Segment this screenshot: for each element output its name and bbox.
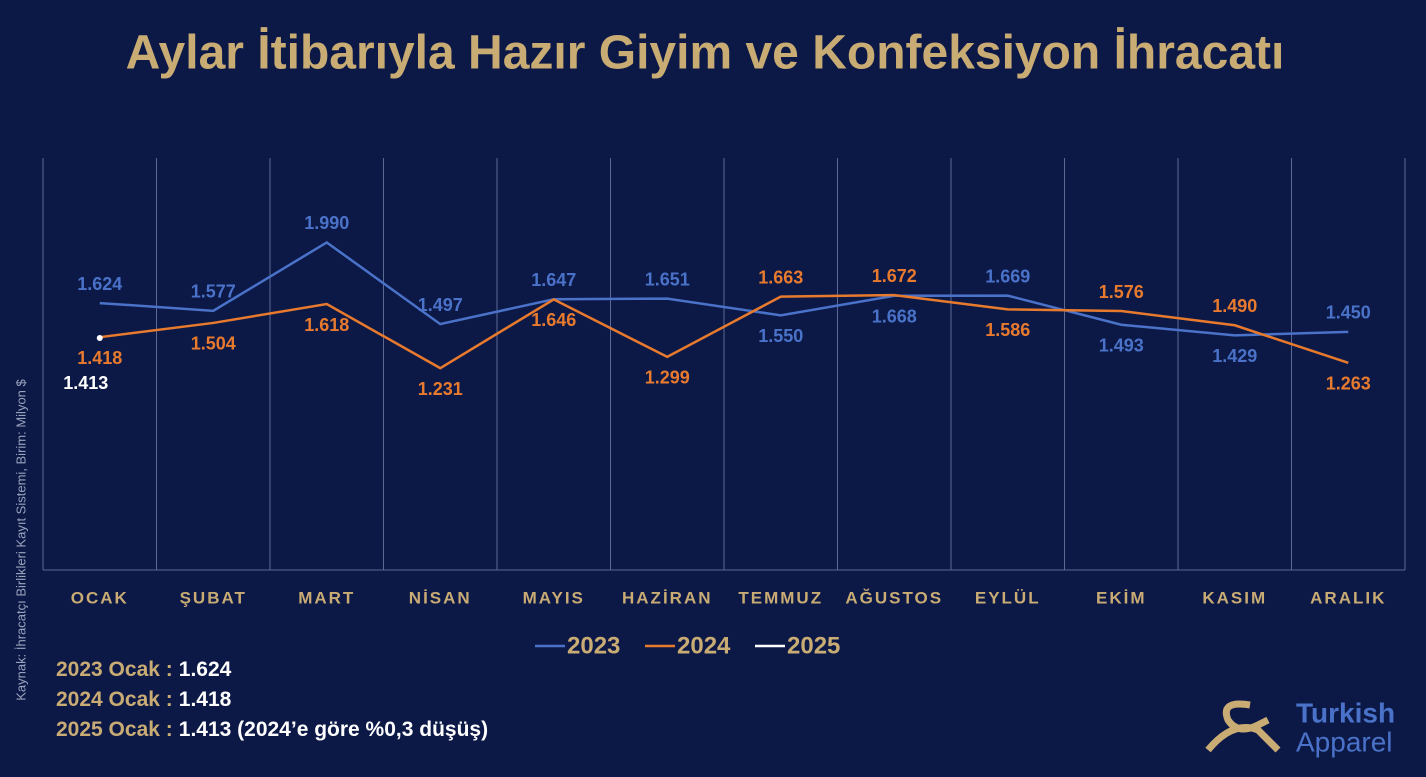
- x-tick-label: OCAK: [71, 588, 129, 607]
- data-label: 1.669: [985, 266, 1030, 286]
- x-tick-label: HAZİRAN: [622, 588, 713, 607]
- x-tick-label: MAYIS: [523, 588, 585, 607]
- chart-title: Aylar İtibarıyla Hazır Giyim ve Konfeksi…: [126, 27, 1285, 80]
- note-value: 1.418: [179, 688, 232, 711]
- data-label: 1.429: [1212, 346, 1257, 366]
- note-label: 2023 Ocak :: [56, 658, 173, 681]
- logo-text: Apparel: [1296, 726, 1393, 757]
- data-label: 1.586: [985, 320, 1030, 340]
- x-tick-label: EYLÜL: [975, 588, 1041, 607]
- data-label: 1.504: [191, 334, 236, 354]
- data-label: 1.646: [531, 310, 576, 330]
- line: [99, 293, 1349, 370]
- x-tick-label: ARALIK: [1310, 588, 1386, 607]
- x-tick-label: TEMMUZ: [738, 588, 823, 607]
- source-note: Kaynak: İhracatçı Birlikleri Kayıt Siste…: [13, 378, 28, 700]
- data-label: 1.263: [1326, 374, 1371, 394]
- data-label: 1.990: [304, 213, 349, 233]
- data-label: 1.618: [304, 315, 349, 335]
- legend-label: 2025: [787, 632, 840, 659]
- data-label: 1.576: [1099, 282, 1144, 302]
- data-label: 1.493: [1099, 336, 1144, 356]
- logo: Turkish Apparel: [1205, 697, 1395, 757]
- x-tick-label: MART: [298, 588, 355, 607]
- logo-text: Turkish: [1296, 697, 1395, 728]
- x-tick-label: AĞUSTOS: [845, 588, 943, 607]
- x-tick-label: EKİM: [1096, 588, 1147, 607]
- data-label: 1.672: [872, 266, 917, 286]
- x-tick-label: ŞUBAT: [180, 588, 247, 607]
- logo-icon: [1205, 700, 1281, 753]
- data-label: 1.577: [191, 282, 236, 302]
- data-label: 1.490: [1212, 296, 1257, 316]
- legend-label: 2024: [677, 632, 731, 659]
- x-tick-label: NİSAN: [409, 588, 472, 607]
- data-label: 1.231: [418, 379, 463, 399]
- x-tick-label: KASIM: [1202, 588, 1267, 607]
- data-label: 1.624: [77, 274, 122, 294]
- data-label: 1.299: [645, 368, 690, 388]
- data-label: 1.418: [77, 348, 122, 368]
- note-value: 1.413 (2024’e göre %0,3 düşüş): [179, 718, 488, 741]
- note-label: 2025 Ocak :: [56, 718, 173, 741]
- data-label: 1.651: [645, 269, 690, 289]
- data-label: 1.647: [531, 270, 576, 290]
- data-label: 1.663: [758, 267, 803, 287]
- note-label: 2024 Ocak :: [56, 688, 173, 711]
- line: [99, 240, 1349, 337]
- note: 2025 Ocak : 1.413 (2024’e göre %0,3 düşüş…: [56, 718, 488, 741]
- data-label: 1.497: [418, 295, 463, 315]
- note: 2024 Ocak : 1.418: [56, 688, 232, 711]
- data-label: 1.550: [758, 326, 803, 346]
- data-label: 1.450: [1326, 303, 1371, 323]
- point: [96, 335, 103, 342]
- data-label: 1.413: [63, 373, 108, 393]
- note: 2023 Ocak : 1.624: [56, 658, 232, 681]
- legend-label: 2023: [567, 632, 620, 659]
- data-label: 1.668: [872, 307, 917, 327]
- note-value: 1.624: [179, 658, 232, 681]
